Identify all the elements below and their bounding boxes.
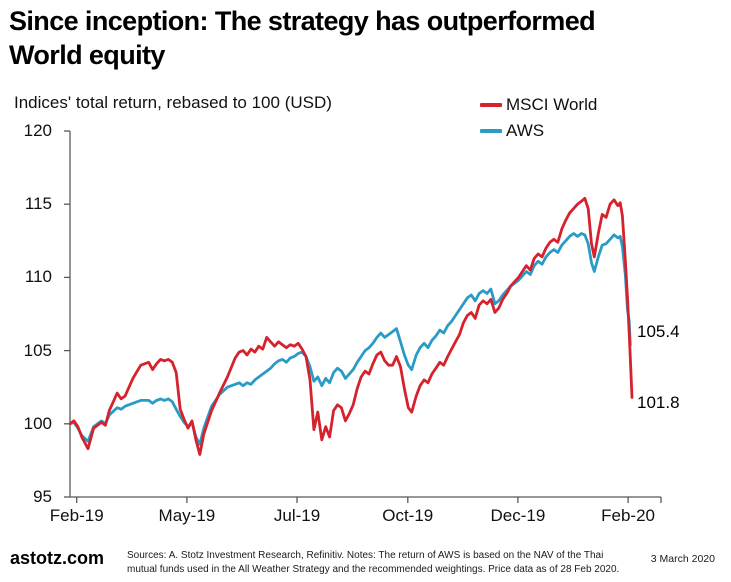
axis-lines [69, 131, 661, 498]
x-axis-label-jul-19: Jul-19 [273, 506, 321, 525]
footer-date: 3 March 2020 [650, 553, 715, 565]
y-axis-label-120: 120 [23, 121, 52, 140]
y-axis-label-105: 105 [23, 340, 52, 360]
x-axis-label-dec-19: Dec-19 [490, 506, 546, 525]
x-axis-label-oct-19: Oct-19 [382, 506, 434, 525]
x-axis-label-may-19: May-19 [158, 506, 216, 525]
y-axis-label-100: 100 [23, 413, 52, 433]
legend-item-aws: AWS [480, 118, 597, 144]
y-axis-label-95: 95 [33, 487, 52, 506]
legend-label-msci-world: MSCI World [506, 95, 598, 114]
legend-label-aws: AWS [506, 121, 545, 140]
chart-title-line2: World equity [9, 40, 165, 70]
series-end-label-aws: 105.4 [637, 321, 680, 341]
legend: MSCI World AWS [480, 92, 597, 144]
y-axis-label-110: 110 [24, 267, 52, 287]
legend-line-swatch-msci-world-icon [480, 103, 502, 107]
footer-sources: Sources: A. Stotz Investment Research, R… [127, 550, 620, 575]
chart-title: Since inception: The strategy has outper… [9, 4, 725, 72]
y-axis-label-115: 115 [24, 194, 52, 214]
legend-line-swatch-aws-icon [480, 129, 502, 133]
series-line-msci-world [68, 196, 634, 456]
footer-brand: astotz.com [10, 548, 105, 568]
chart-subtitle: Indices' total return, rebased to 100 (U… [14, 93, 332, 112]
x-axis-label-feb-20: Feb-20 [601, 506, 655, 525]
series-end-label-msci-world: 101.8 [637, 393, 680, 413]
legend-item-msci-world: MSCI World [480, 92, 597, 118]
x-axis-label-feb-19: Feb-19 [49, 506, 104, 525]
chart-title-line1: Since inception: The strategy has outper… [9, 6, 596, 36]
